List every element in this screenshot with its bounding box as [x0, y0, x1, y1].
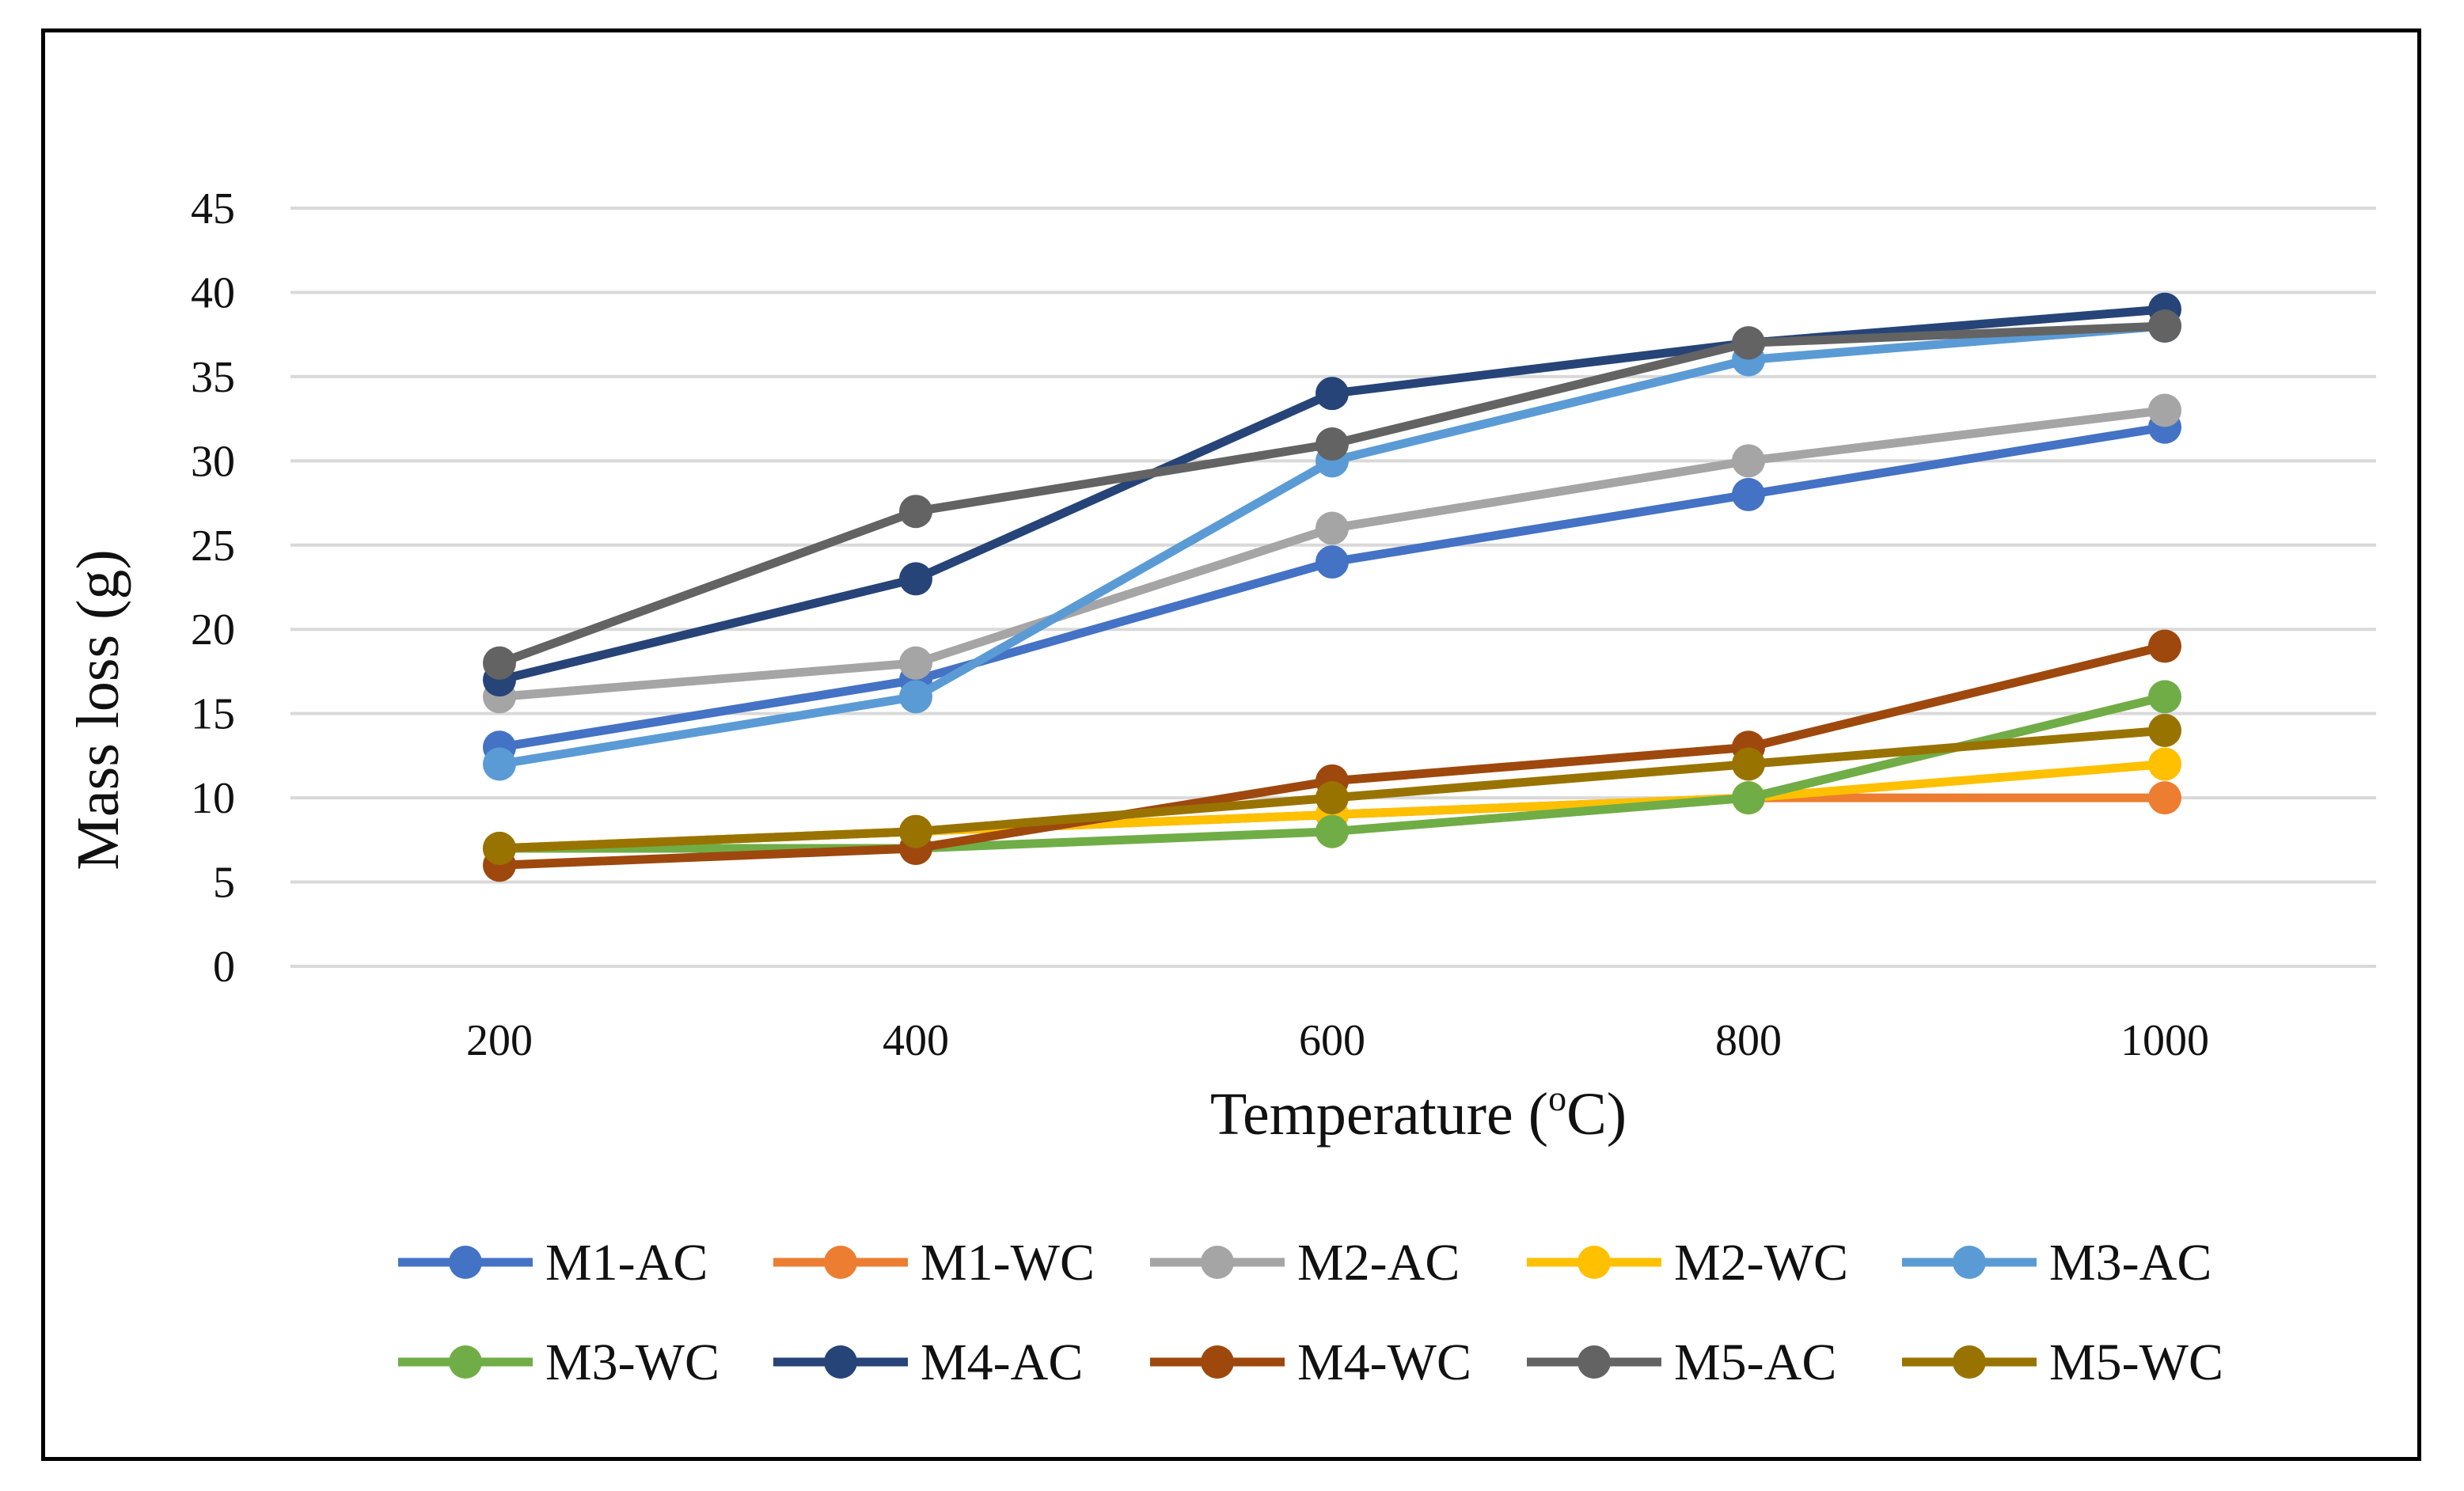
- x-tick-label: 800: [1715, 1016, 1782, 1065]
- data-point: [1316, 511, 1349, 545]
- x-tick-label: 600: [1299, 1016, 1365, 1065]
- legend-swatch-marker: [1953, 1246, 1986, 1279]
- x-axis-title-tail: C): [1566, 1081, 1627, 1148]
- y-tick-label: 0: [213, 943, 235, 992]
- data-point: [483, 831, 516, 865]
- y-tick-label: 5: [213, 859, 235, 908]
- legend-label: M5-AC: [1674, 1334, 1836, 1391]
- data-point: [1732, 444, 1765, 478]
- data-point: [1316, 545, 1349, 579]
- legend-swatch-marker: [1577, 1246, 1611, 1279]
- y-tick-label: 20: [191, 605, 235, 654]
- y-tick-label: 45: [191, 184, 235, 233]
- series-line: [495, 305, 2170, 685]
- y-tick-label: 40: [191, 268, 235, 317]
- x-tick-label: 1000: [2120, 1016, 2209, 1065]
- data-point: [899, 495, 932, 529]
- data-point: [1732, 326, 1765, 360]
- legend-item: M2-AC: [1150, 1234, 1460, 1292]
- data-point: [899, 680, 932, 714]
- x-axis-ticks: 200 400 600 800 1000: [466, 1016, 2209, 1065]
- legend-swatch-marker: [1201, 1345, 1234, 1379]
- legend-label: M2-AC: [1297, 1234, 1460, 1292]
- data-point: [2148, 629, 2181, 663]
- legend-item: M2-WC: [1527, 1234, 1848, 1292]
- data-point: [899, 814, 932, 848]
- y-tick-label: 35: [191, 353, 235, 402]
- legend-label: M1-WC: [921, 1234, 1095, 1292]
- y-axis-ticks: 0 5 10 15 20 25 30 35 40 45: [191, 184, 235, 992]
- series-group: [483, 292, 2181, 882]
- data-point: [2148, 393, 2181, 427]
- x-axis-title-main: Temperature (: [1210, 1081, 1548, 1148]
- legend-swatch-marker: [1577, 1345, 1611, 1379]
- y-tick-label: 25: [191, 522, 235, 571]
- legend-item: M1-WC: [773, 1234, 1095, 1292]
- legend-swatch-marker: [1201, 1246, 1234, 1279]
- line-chart: 0 5 10 15 20 25 30 35 40 45 200 400 600 800 1000 Mass…: [65, 184, 2376, 1391]
- legend-label: M1-AC: [545, 1234, 708, 1292]
- legend-label: M3-WC: [545, 1334, 719, 1391]
- legend-item: M5-WC: [1902, 1334, 2223, 1391]
- y-tick-label: 30: [191, 437, 235, 486]
- legend-item: M4-AC: [773, 1334, 1083, 1391]
- x-tick-label: 200: [466, 1016, 533, 1065]
- legend: M1-AC M1-WC M2-AC M2-WC M3-AC M3-WC M4-AC M4-WC…: [398, 1234, 2223, 1391]
- legend-swatch-marker: [824, 1345, 857, 1379]
- legend-label: M3-AC: [2049, 1234, 2212, 1292]
- legend-swatch-marker: [449, 1246, 482, 1279]
- legend-item: M3-WC: [398, 1334, 719, 1391]
- legend-label: M2-WC: [1674, 1234, 1848, 1292]
- series-m4-ac: [483, 292, 2181, 697]
- legend-label: M5-WC: [2049, 1334, 2223, 1391]
- legend-swatch-marker: [449, 1345, 482, 1379]
- data-point: [2148, 713, 2181, 747]
- legend-label: M4-AC: [921, 1334, 1083, 1391]
- series-m5-ac: [483, 309, 2181, 680]
- legend-item: M5-AC: [1527, 1334, 1836, 1391]
- data-point: [1732, 747, 1765, 781]
- data-point: [1732, 477, 1765, 511]
- legend-item: M1-AC: [398, 1234, 708, 1292]
- legend-item: M4-WC: [1150, 1334, 1471, 1391]
- data-point: [2148, 781, 2181, 815]
- gridlines: [290, 207, 2376, 968]
- y-tick-label: 15: [191, 690, 235, 739]
- series-m5-wc: [483, 713, 2181, 865]
- legend-item: M3-AC: [1902, 1234, 2212, 1292]
- x-axis-title-superscript: o: [1548, 1078, 1566, 1118]
- data-point: [1316, 377, 1349, 411]
- y-tick-label: 10: [191, 774, 235, 823]
- legend-label: M4-WC: [1297, 1334, 1471, 1391]
- data-point: [899, 562, 932, 596]
- data-point: [1316, 781, 1349, 815]
- y-axis-title: Mass loss (g): [65, 549, 131, 870]
- legend-swatch-marker: [1953, 1345, 1986, 1379]
- data-point: [483, 646, 516, 680]
- data-point: [2148, 747, 2181, 781]
- legend-swatch-marker: [824, 1246, 857, 1279]
- data-point: [1732, 781, 1765, 815]
- data-point: [2148, 309, 2181, 343]
- data-point: [899, 646, 932, 680]
- x-tick-label: 400: [883, 1016, 949, 1065]
- x-axis-title: Temperature (oC): [1210, 1078, 1627, 1148]
- data-point: [483, 747, 516, 781]
- chart-frame: 0 5 10 15 20 25 30 35 40 45 200 400 600 800 1000 Mass…: [41, 28, 2421, 1461]
- data-point: [2148, 680, 2181, 714]
- data-point: [1316, 427, 1349, 461]
- data-point: [1316, 814, 1349, 848]
